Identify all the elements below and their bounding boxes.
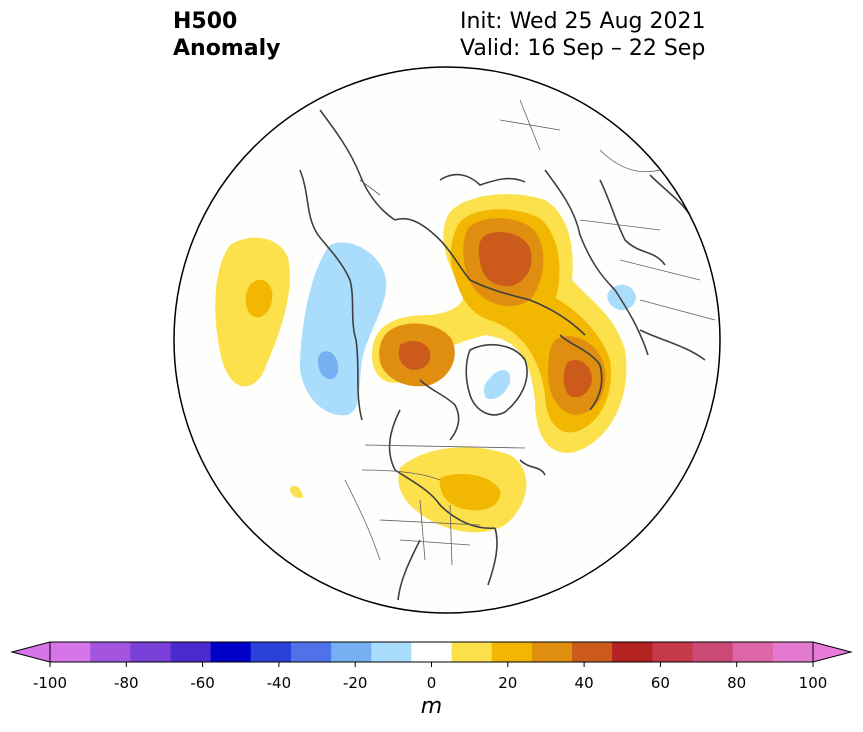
colorbar-cell — [210, 642, 252, 662]
negative-anomaly-greenland — [483, 370, 511, 400]
colorbar-cell — [290, 642, 332, 662]
positive-anomaly-namerica-core — [439, 474, 501, 511]
colorbar-tick-label: -60 — [190, 674, 215, 692]
colorbar-cell — [411, 642, 453, 662]
colorbar-tick-label: 0 — [426, 674, 437, 692]
colorbar-tick-label: 40 — [574, 674, 594, 692]
colorbar-cell — [371, 642, 412, 662]
colorbar-cell — [652, 642, 694, 662]
negative-anomaly-westcoast-core — [317, 351, 339, 380]
map-boundary — [173, 66, 721, 614]
colorbar — [10, 641, 853, 667]
positive-anomaly-siberia-4 — [478, 232, 532, 287]
map-title: H500 Anomaly — [173, 8, 280, 62]
colorbar-tick-marks — [49, 662, 814, 667]
colorbar-tick-label: -20 — [342, 674, 368, 692]
colorbar-tick-label: 100 — [798, 674, 828, 692]
positive-anomaly-small — [290, 485, 303, 498]
anomaly-contours — [215, 194, 636, 533]
coastlines — [299, 109, 706, 601]
colorbar-unit: m — [420, 694, 443, 719]
colorbar-tick-label: -80 — [114, 674, 139, 692]
colorbar-cell — [772, 642, 814, 662]
colorbar-cell — [612, 642, 653, 662]
positive-anomaly-arctic-4 — [398, 340, 431, 370]
map-dates: Init: Wed 25 Aug 2021 Valid: 16 Sep – 22… — [460, 8, 705, 62]
borders — [344, 99, 716, 566]
valid-range: Valid: 16 Sep – 22 Sep — [460, 36, 706, 61]
colorbar-extend-low — [10, 641, 51, 663]
colorbar-tick-label: 80 — [727, 674, 747, 692]
colorbar-cell — [331, 642, 372, 662]
colorbar-cell — [572, 642, 613, 662]
colorbar-cell — [90, 642, 131, 662]
colorbar-tick-label: -40 — [266, 674, 292, 692]
colorbar-cell — [692, 642, 734, 662]
negative-anomaly-europe — [607, 284, 636, 311]
colorbar-cell — [130, 642, 171, 662]
colorbar-cell — [451, 642, 493, 662]
init-date: Init: Wed 25 Aug 2021 — [460, 9, 706, 34]
colorbar-cell — [170, 642, 212, 662]
title-kind: Anomaly — [173, 36, 281, 61]
colorbar-tick-label: 60 — [650, 674, 670, 692]
colorbar-tick-label: 20 — [498, 674, 518, 692]
colorbar-cell — [531, 642, 573, 662]
colorbar-cells — [10, 641, 853, 663]
colorbar-cell — [491, 642, 533, 662]
positive-anomaly-scandinavia-4 — [563, 360, 592, 398]
colorbar-cell — [50, 642, 91, 662]
colorbar-extend-high — [812, 641, 853, 663]
colorbar-cell — [732, 642, 774, 662]
colorbar-tick-label: -100 — [32, 674, 68, 692]
colorbar-cell — [250, 642, 292, 662]
polar-map — [173, 66, 721, 614]
positive-anomaly-pacific-core — [245, 279, 273, 318]
title-variable: H500 — [173, 9, 238, 34]
